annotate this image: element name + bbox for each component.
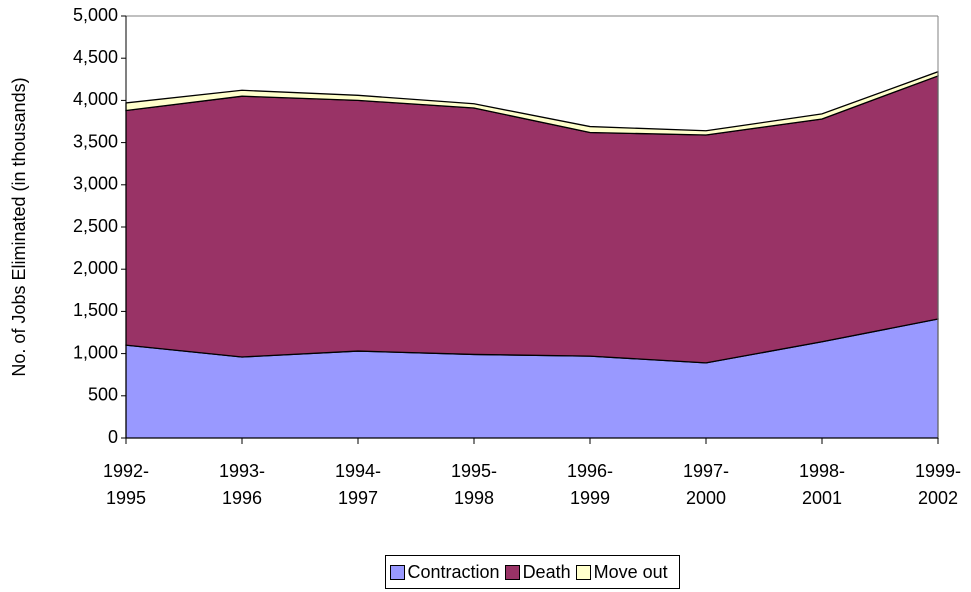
legend-label: Contraction — [407, 561, 500, 582]
x-tick-label: 1992-1995 — [102, 461, 150, 508]
y-tick-label: 4,500 — [73, 47, 118, 67]
y-tick-label: 5,000 — [73, 5, 118, 25]
x-tick-label: 1995-1998 — [450, 461, 498, 508]
legend-swatch — [504, 564, 520, 580]
x-tick-label: 1997-2000 — [682, 461, 730, 508]
y-axis-title: No. of Jobs Eliminated (in thousands) — [9, 77, 29, 376]
legend: Contraction Death Move out — [384, 555, 680, 589]
y-tick-label: 3,000 — [73, 174, 118, 194]
legend-item: Death — [504, 561, 571, 583]
x-tick-label: 1998-2001 — [798, 461, 846, 508]
x-tick-label: 1994-1997 — [334, 461, 382, 508]
legend-swatch — [389, 564, 405, 580]
y-tick-label: 2,500 — [73, 216, 118, 236]
y-tick-label: 3,500 — [73, 131, 118, 151]
y-tick-label: 2,000 — [73, 258, 118, 278]
y-tick-label: 1,000 — [73, 342, 118, 362]
x-tick-label: 1996-1999 — [566, 461, 614, 508]
y-tick-label: 0 — [108, 427, 118, 447]
y-tick-label: 500 — [88, 385, 118, 405]
x-tick-label: 1993-1996 — [218, 461, 266, 508]
legend-label: Death — [522, 561, 571, 582]
y-tick-label: 4,000 — [73, 89, 118, 109]
legend-item: Move out — [575, 561, 668, 583]
legend-item: Contraction — [389, 561, 500, 583]
legend-label: Move out — [593, 561, 668, 582]
legend-swatch — [575, 564, 591, 580]
y-tick-label: 1,500 — [73, 300, 118, 320]
x-tick-label: 1999-2002 — [914, 461, 962, 508]
